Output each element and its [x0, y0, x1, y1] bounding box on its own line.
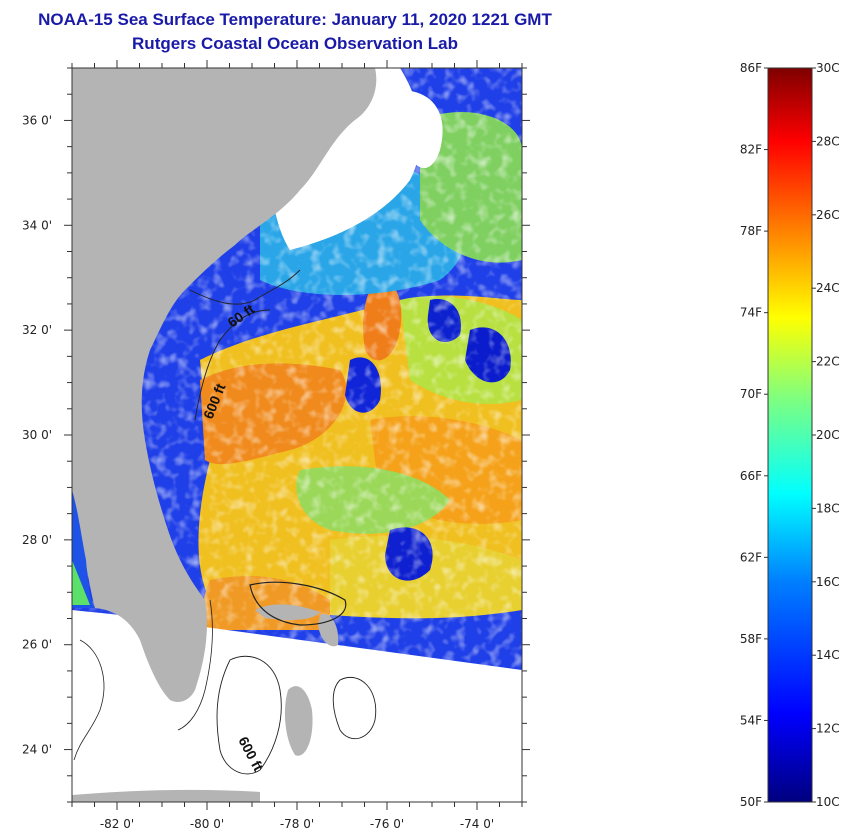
colorbar-f-label: 86F: [740, 61, 762, 75]
lat-tick-label: 34 0': [22, 218, 52, 232]
contour-little-bahama: [249, 581, 347, 626]
map-title: NOAA-15 Sea Surface Temperature: January…: [38, 10, 552, 29]
lon-tick-label: -82 0': [100, 817, 134, 831]
colorbar-f-label: 74F: [740, 306, 762, 320]
colorbar: [767, 67, 813, 803]
colorbar-c-label: 28C: [816, 134, 840, 148]
colorbar-c-label: 10C: [816, 795, 840, 809]
map-subtitle: Rutgers Coastal Ocean Observation Lab: [132, 34, 458, 53]
lon-tick-label: -76 0': [370, 817, 404, 831]
colorbar-f-label: 54F: [740, 713, 762, 727]
land-cuba-strip: [72, 789, 260, 802]
lat-tick-label: 36 0': [22, 113, 52, 127]
contour-bahamas-600ft: [216, 655, 282, 775]
land-us-southeast: [72, 68, 377, 702]
colorbar-c-label: 26C: [816, 208, 840, 222]
lat-tick-label: 26 0': [22, 638, 52, 652]
lon-tick-label: -80 0': [190, 817, 224, 831]
colorbar-c-label: 24C: [816, 281, 840, 295]
colorbar-c-label: 22C: [816, 355, 840, 369]
lon-tick-label: -74 0': [460, 817, 494, 831]
land-bahamas-andros: [284, 686, 313, 756]
colorbar-f-label: 70F: [740, 387, 762, 401]
contour-bahamas-east: [332, 676, 377, 740]
map-frame-content: [72, 68, 522, 802]
lat-tick-label: 30 0': [22, 428, 52, 442]
colorbar-f-label: 50F: [740, 795, 762, 809]
colorbar-f-label: 82F: [740, 143, 762, 157]
colorbar-c-label: 18C: [816, 501, 840, 515]
cloud-region-northeast: [400, 90, 443, 169]
contour-florida-coast: [177, 599, 213, 731]
lat-tick-label: 32 0': [22, 323, 52, 337]
map-axis-ticks: -82 0' -80 0' -78 0' -76 0' -74 0' 36 0' 34 0'…: [22, 60, 530, 831]
colorbar-ticks: 86F 82F 78F 74F 70F 66F 62F 58F 54F 50F 30C 28C 26C 2…: [740, 61, 840, 809]
colorbar-c-label: 12C: [816, 722, 840, 736]
gulf-warm-strip: [72, 560, 90, 605]
colorbar-c-label: 20C: [816, 428, 840, 442]
contour-600ft-line: [194, 309, 271, 421]
contour-60ft-line: [189, 269, 301, 305]
colorbar-c-label: 30C: [816, 61, 840, 75]
lat-tick-label: 24 0': [22, 743, 52, 757]
colorbar-c-label: 14C: [816, 648, 840, 662]
contour-florida-west: [73, 639, 105, 761]
colorbar-c-label: 16C: [816, 575, 840, 589]
colorbar-f-label: 62F: [740, 550, 762, 564]
lat-tick-label: 28 0': [22, 533, 52, 547]
colorbar-f-label: 66F: [740, 469, 762, 483]
colorbar-f-label: 78F: [740, 224, 762, 238]
lon-tick-label: -78 0': [280, 817, 314, 831]
colorbar-f-label: 58F: [740, 632, 762, 646]
